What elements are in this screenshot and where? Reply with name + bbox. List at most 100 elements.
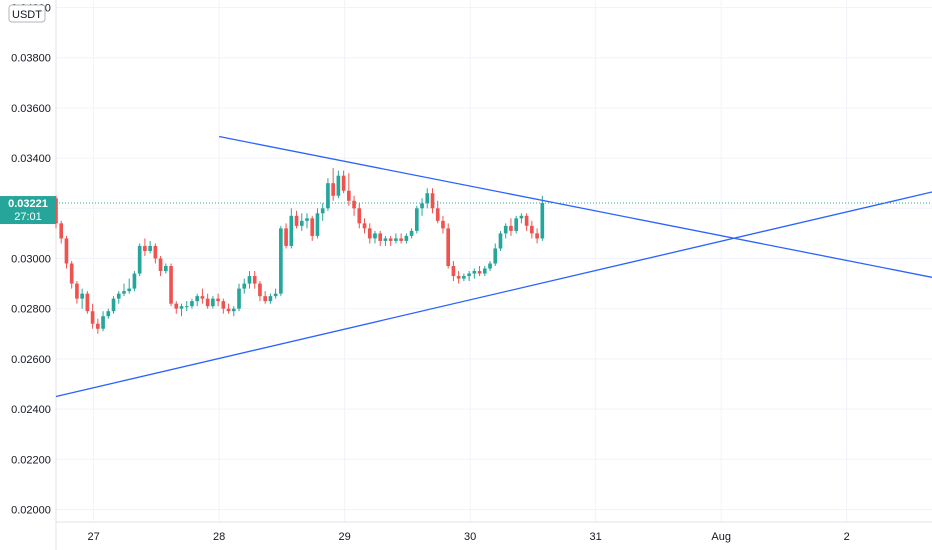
candle-down: [263, 296, 267, 302]
candle-up: [472, 271, 477, 274]
candle-down: [477, 271, 482, 274]
candle-down: [158, 258, 163, 272]
candle-up: [305, 218, 309, 221]
x-tick-label: 31: [590, 531, 602, 543]
x-tick-label: 27: [88, 531, 100, 543]
candle-down: [456, 276, 461, 279]
y-tick-label: 0.02800: [11, 304, 51, 316]
candle-up: [425, 193, 430, 204]
candle-down: [331, 183, 335, 196]
candle-up: [111, 298, 116, 312]
candle-up: [106, 311, 111, 317]
candle-down: [399, 238, 403, 241]
candle-up: [462, 276, 466, 279]
x-tick-label: Aug: [711, 531, 731, 543]
candle-down: [169, 266, 173, 304]
candle-up: [195, 296, 200, 302]
candle-down: [221, 301, 226, 309]
candle-down: [258, 283, 262, 297]
candle-down: [441, 220, 445, 229]
candle-up: [315, 213, 320, 236]
candle-down: [90, 311, 95, 324]
x-tick-label: 30: [464, 531, 476, 543]
candle-up: [231, 308, 236, 312]
candle-down: [226, 308, 231, 312]
candle-down: [357, 208, 362, 224]
y-tick-label: 0.02200: [11, 454, 51, 466]
candle-up: [80, 293, 84, 299]
candle-up: [179, 306, 184, 309]
candle-up: [116, 293, 121, 299]
candle-up: [373, 233, 377, 239]
trendlines[interactable]: [55, 135, 932, 398]
candle-down: [378, 233, 383, 241]
y-axis-ticks: 0.040000.038000.036000.034000.032000.030…: [11, 3, 51, 517]
candle-up: [237, 288, 241, 309]
candle-up: [503, 225, 508, 234]
candle-down: [362, 223, 367, 229]
candle-up: [137, 245, 142, 274]
candle-down: [530, 225, 534, 234]
last-price-badge: 0.03221 27:01: [0, 196, 56, 225]
y-tick-label: 0.03600: [11, 103, 51, 115]
y-tick-label: 0.03000: [11, 253, 51, 265]
candle-up: [211, 298, 215, 307]
candle-up: [247, 276, 252, 284]
candle-up: [242, 283, 247, 289]
candle-down: [347, 190, 351, 201]
candle-down: [153, 245, 158, 259]
trendline[interactable]: [55, 191, 932, 398]
currency-label: USDT: [12, 9, 42, 21]
candle-up: [482, 268, 487, 274]
candle-down: [69, 263, 74, 284]
candle-down: [451, 266, 456, 277]
candle-up: [488, 263, 492, 269]
last-price-value: 0.03221: [8, 198, 48, 210]
candle-down: [200, 296, 205, 299]
candle-down: [430, 193, 435, 209]
candle-down: [216, 298, 220, 302]
candle-down: [252, 276, 257, 284]
candle-down: [388, 238, 393, 241]
candle-up: [540, 203, 545, 239]
candle-up: [289, 215, 294, 246]
candle-up: [101, 316, 105, 329]
candle-down: [524, 215, 529, 226]
last-price-countdown: 27:01: [14, 211, 42, 223]
candle-up: [420, 203, 424, 209]
x-tick-label: 2: [844, 531, 850, 543]
candle-up: [132, 273, 137, 289]
candle-down: [205, 298, 210, 307]
trendline[interactable]: [219, 135, 932, 278]
candle-down: [59, 223, 64, 239]
y-tick-label: 0.03400: [11, 153, 51, 165]
candle-down: [535, 233, 539, 239]
x-axis-ticks: 27 28 29 30 31 Aug 2: [88, 531, 850, 543]
candle-down: [64, 238, 69, 264]
candle-down: [352, 200, 356, 209]
y-tick-label: 0.02600: [11, 354, 51, 366]
candle-up: [190, 301, 194, 307]
candle-up: [148, 245, 152, 251]
candle-up: [127, 288, 132, 292]
candle-up: [519, 215, 524, 219]
candle-up: [320, 208, 325, 214]
candle-down: [96, 323, 100, 329]
y-tick-label: 0.02400: [11, 404, 51, 416]
candle-up: [404, 235, 409, 241]
candle-up: [279, 228, 283, 294]
currency-badge[interactable]: USDT: [8, 4, 46, 23]
candle-up: [409, 230, 414, 236]
candle-up: [383, 238, 388, 241]
candle-down: [85, 293, 90, 312]
candle-down: [367, 228, 372, 239]
candle-up: [493, 248, 498, 264]
candle-up: [414, 208, 419, 231]
candle-down: [446, 228, 451, 267]
candle-down: [509, 225, 513, 231]
candle-down: [310, 218, 315, 236]
candle-down: [341, 175, 346, 191]
candle-down: [174, 303, 179, 309]
candle-up: [163, 266, 168, 272]
